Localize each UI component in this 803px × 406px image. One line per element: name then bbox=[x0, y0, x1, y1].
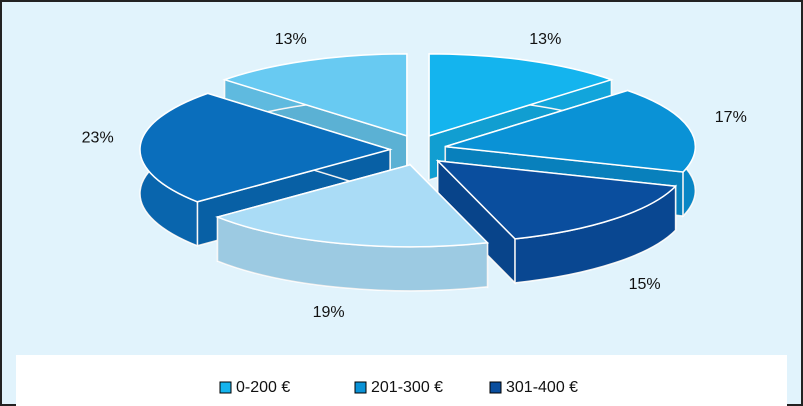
legend-swatch bbox=[489, 381, 502, 394]
data-label: 13% bbox=[529, 31, 561, 48]
slice-shade bbox=[437, 160, 516, 283]
slice-top bbox=[139, 92, 393, 203]
slice-top bbox=[428, 53, 614, 137]
slice-top bbox=[215, 163, 490, 248]
data-label: 15% bbox=[629, 276, 661, 293]
slice-shade bbox=[515, 186, 676, 283]
legend-swatch bbox=[219, 381, 232, 394]
data-label: 19% bbox=[313, 304, 345, 321]
slice-top bbox=[222, 53, 408, 137]
slice bbox=[435, 159, 678, 285]
legend-box bbox=[16, 355, 787, 406]
data-label: 17% bbox=[715, 109, 747, 126]
slice bbox=[215, 162, 490, 292]
legend-swatch bbox=[354, 381, 367, 394]
legend-label: 0-200 € bbox=[236, 379, 290, 396]
data-label: 13% bbox=[275, 31, 307, 48]
slice-top bbox=[445, 89, 697, 173]
legend-label: 201-300 € bbox=[371, 379, 443, 396]
slice-shade bbox=[217, 217, 488, 291]
legend-label: 301-400 € bbox=[506, 379, 578, 396]
pie bbox=[139, 53, 697, 292]
data-label: 23% bbox=[82, 130, 114, 147]
slice-top bbox=[435, 159, 678, 240]
